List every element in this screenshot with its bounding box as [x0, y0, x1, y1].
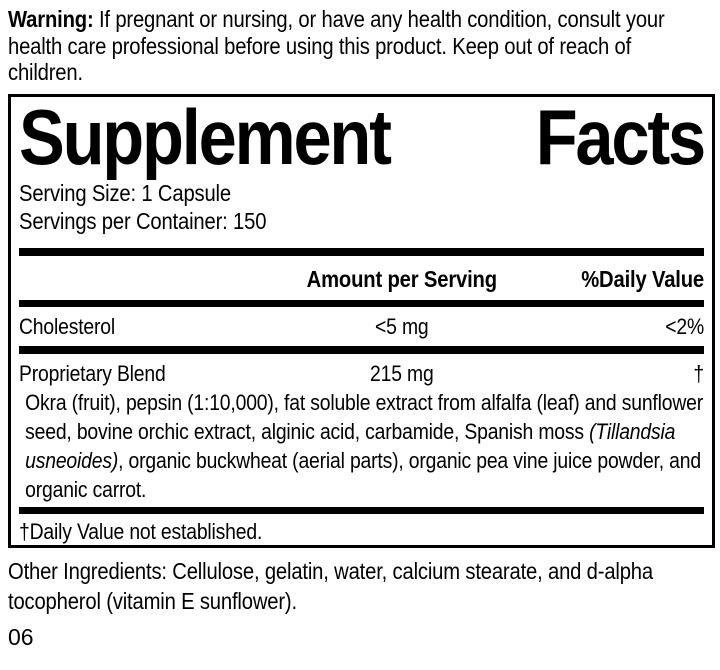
title-word-facts: Facts [535, 93, 707, 181]
nutrient-name: Proprietary Blend [19, 360, 166, 386]
blend-text-end: , organic buckwheat (aerial parts), orga… [25, 447, 701, 502]
rule-bar-below-cholesterol [19, 345, 704, 354]
title-word-supplement: Supplement [19, 93, 392, 181]
warning-label: Warning: [8, 6, 94, 32]
servings-per-container: Servings per Container: 150 [19, 207, 267, 234]
header-amount-per-serving: Amount per Serving [306, 265, 497, 292]
panel-title: Supplement Facts [19, 93, 707, 181]
nutrient-daily-value: <2% [665, 313, 705, 339]
warning-text: If pregnant or nursing, or have any heal… [8, 6, 665, 85]
supplement-facts-panel: Supplement Facts Serving Size: 1 Capsule… [8, 93, 715, 548]
footer-code: 06 [8, 623, 34, 650]
table-header-row: Amount per Serving %Daily Value [19, 256, 705, 300]
nutrient-name: Cholesterol [19, 313, 116, 339]
blend-botanical-name: (Tillandsia usneoides) [25, 418, 676, 473]
nutrient-amount: 215 mg [370, 360, 434, 386]
nutrient-daily-value: † [693, 360, 705, 386]
rule-bar-above-footnote [19, 506, 704, 514]
rule-bar-below-header [19, 299, 704, 307]
table-row-proprietary-blend: Proprietary Blend 215 mg † [19, 354, 704, 388]
other-ingredients: Other Ingredients: Cellulose, gelatin, w… [8, 557, 653, 614]
serving-size: Serving Size: 1 Capsule [19, 179, 231, 206]
warning-paragraph: Warning: If pregnant or nursing, or have… [8, 6, 710, 86]
blend-text-start: Okra (fruit), pepsin (1:10,000), fat sol… [25, 389, 704, 444]
rule-bar-top [19, 247, 704, 256]
header-daily-value: %Daily Value [581, 265, 705, 292]
blend-description: Okra (fruit), pepsin (1:10,000), fat sol… [19, 388, 704, 504]
table-row-cholesterol: Cholesterol <5 mg <2% [19, 307, 704, 346]
daily-value-footnote: †Daily Value not established. [19, 518, 263, 544]
nutrient-amount: <5 mg [375, 313, 429, 339]
